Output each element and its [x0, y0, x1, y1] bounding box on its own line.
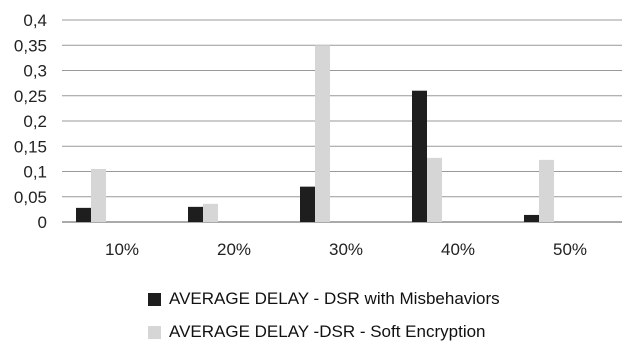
x-tick-label: 50%	[553, 240, 587, 259]
y-tick-label: 0,4	[23, 11, 47, 30]
bar-series-2-10%	[91, 168, 106, 222]
legend-swatch-series-1	[148, 292, 161, 306]
y-tick-label: 0,3	[23, 62, 47, 81]
bar-series-2-30%	[315, 45, 330, 222]
x-tick-label: 30%	[329, 240, 363, 259]
y-tick-label: 0,15	[14, 137, 47, 156]
x-tick-label: 20%	[217, 240, 251, 259]
y-axis-tick-labels: 0 0,05 0,1 0,15 0,2 0,25 0,3 0,35 0,4	[14, 11, 47, 232]
gridlines	[62, 19, 622, 223]
bar-series-1-50%	[524, 214, 539, 222]
y-tick-label: 0,05	[14, 188, 47, 207]
x-tick-label: 10%	[105, 240, 139, 259]
x-axis-tick-labels: 10% 20% 30% 40% 50%	[105, 240, 587, 259]
bar-series-1-30%	[300, 186, 315, 222]
bar-series-1-10%	[76, 207, 91, 222]
x-tick-label: 40%	[441, 240, 475, 259]
bar-series-2-50%	[539, 159, 554, 222]
legend-item-series-2: AVERAGE DELAY -DSR - Soft Encryption	[148, 322, 486, 342]
bar-series-2-20%	[203, 203, 218, 222]
legend-label-series-1: AVERAGE DELAY - DSR with Misbehaviors	[169, 289, 500, 308]
y-tick-label: 0,2	[23, 112, 47, 131]
bar-series-1-40%	[412, 90, 427, 222]
bar-series-2-40%	[427, 157, 442, 222]
y-tick-label: 0	[38, 213, 47, 232]
y-tick-label: 0,35	[14, 36, 47, 55]
y-tick-label: 0,25	[14, 87, 47, 106]
y-tick-label: 0,1	[23, 163, 47, 182]
bars	[76, 45, 554, 222]
bar-series-1-20%	[188, 206, 203, 222]
legend-label-series-2: AVERAGE DELAY -DSR - Soft Encryption	[169, 322, 486, 341]
legend-swatch-series-2	[148, 325, 161, 339]
legend-item-series-1: AVERAGE DELAY - DSR with Misbehaviors	[148, 289, 500, 309]
